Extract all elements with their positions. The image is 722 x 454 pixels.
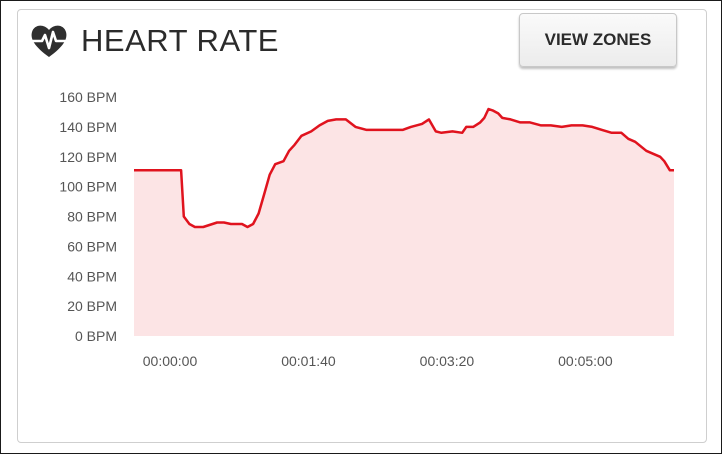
x-tick-label: 00:00:00: [143, 353, 198, 369]
card-header: HEART RATE: [29, 21, 279, 61]
y-tick-label: 80 BPM: [67, 209, 117, 225]
y-tick-label: 0 BPM: [75, 328, 117, 344]
y-tick-label: 20 BPM: [67, 298, 117, 314]
y-tick-label: 40 BPM: [67, 268, 117, 284]
y-tick-label: 140 BPM: [59, 119, 117, 135]
card-title: HEART RATE: [81, 23, 279, 58]
x-axis: 00:00:00 00:01:40 00:03:20 00:05:00: [143, 353, 613, 369]
y-tick-label: 160 BPM: [59, 89, 117, 105]
y-tick-label: 100 BPM: [59, 179, 117, 195]
y-tick-label: 60 BPM: [67, 238, 117, 254]
heart-rate-icon: [29, 23, 69, 59]
heart-rate-area: [134, 109, 674, 336]
x-tick-label: 00:03:20: [420, 353, 475, 369]
y-axis: 0 BPM 20 BPM 40 BPM 60 BPM 80 BPM 100 BPM 120 …: [59, 89, 117, 344]
x-tick-label: 00:01:40: [281, 353, 336, 369]
view-zones-button[interactable]: VIEW ZONES: [519, 13, 677, 67]
heart-rate-line: [134, 107, 674, 229]
x-tick-label: 00:05:00: [558, 353, 613, 369]
y-tick-label: 120 BPM: [59, 149, 117, 165]
